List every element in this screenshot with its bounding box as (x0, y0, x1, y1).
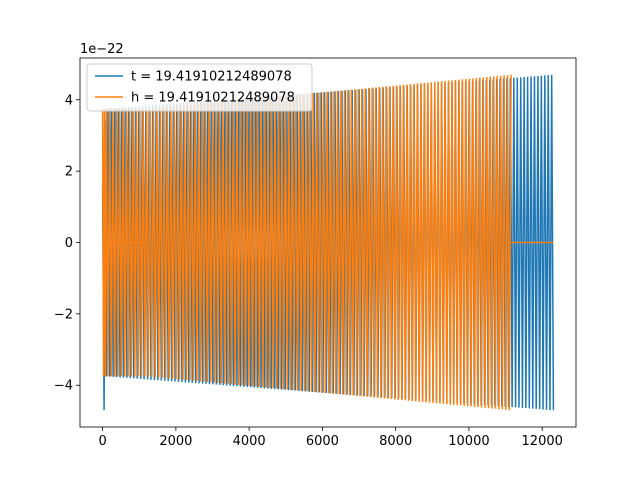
x-tick-label: 2000 (159, 434, 192, 449)
y-offset-label: 1e−22 (80, 42, 124, 57)
x-tick-label: 6000 (306, 434, 339, 449)
x-tick-label: 12000 (522, 434, 563, 449)
y-tick-label: 0 (65, 236, 73, 251)
x-tick-label: 4000 (233, 434, 266, 449)
series-h-segment (145, 74, 512, 411)
legend-label: h = 19.41910212489078 (131, 91, 295, 106)
y-tick-label: 2 (65, 165, 73, 180)
x-tick-label: 10000 (448, 434, 489, 449)
legend: t = 19.41910212489078 h = 19.419102124890… (86, 63, 313, 112)
y-tick-label: 4 (65, 93, 73, 108)
x-tick-label: 0 (98, 434, 106, 449)
legend-label: t = 19.41910212489078 (131, 70, 292, 85)
y-tick-label: −2 (54, 307, 73, 322)
y-tick-label: −4 (54, 379, 73, 394)
legend-box (86, 63, 313, 112)
x-tick-label: 8000 (379, 434, 412, 449)
axes: 0 2000 4000 6000 8000 10000 12000 −4 −2 0 2 4 (54, 57, 577, 449)
